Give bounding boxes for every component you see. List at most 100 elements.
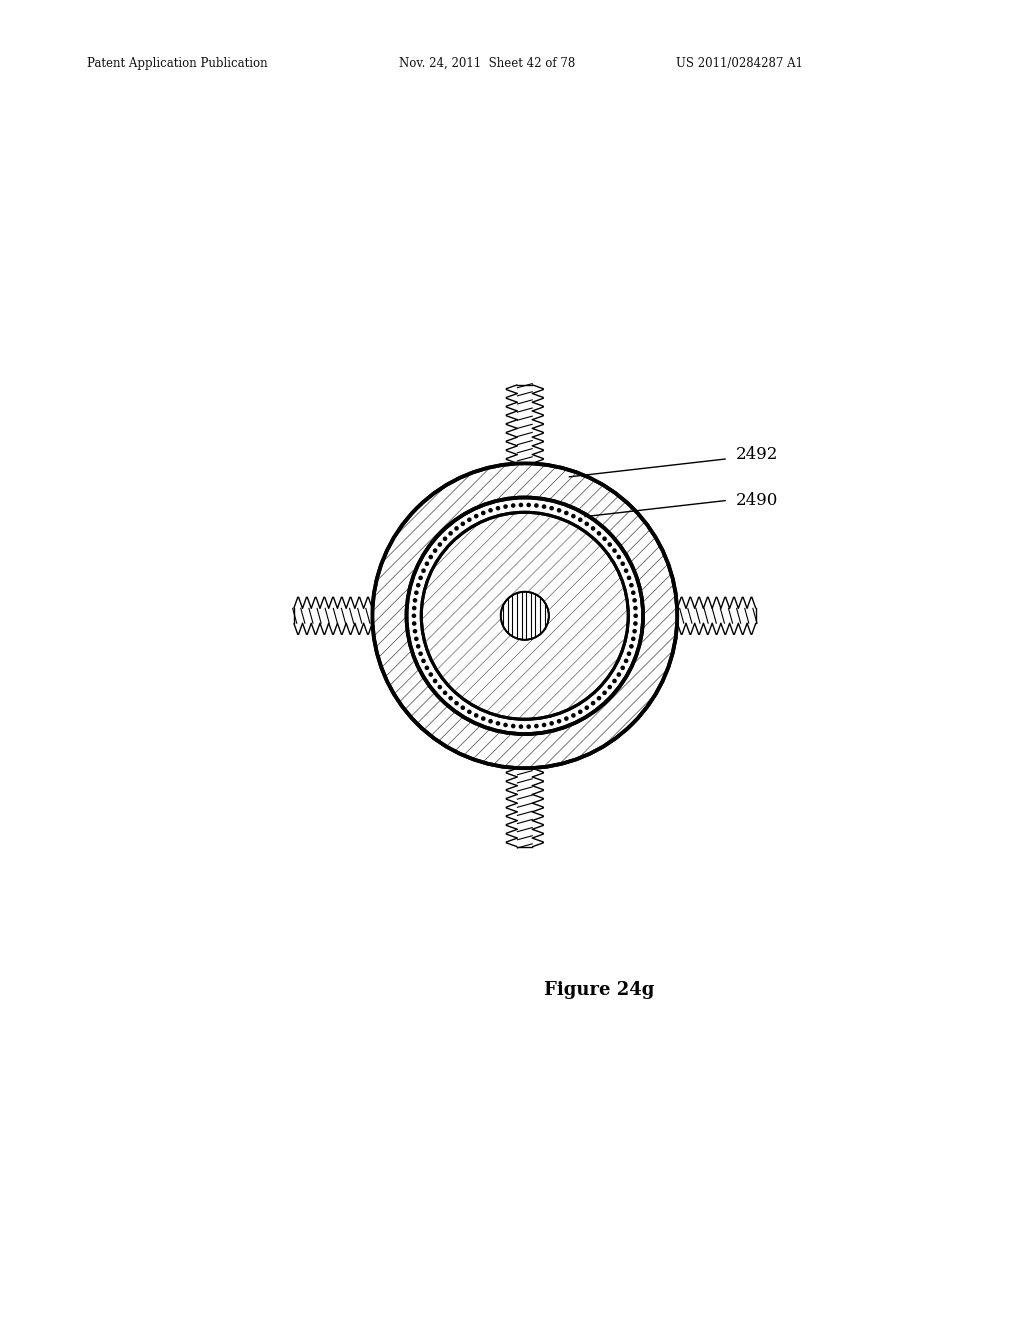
Circle shape	[597, 531, 601, 536]
Circle shape	[518, 503, 523, 507]
Text: 2492: 2492	[735, 446, 778, 462]
Polygon shape	[506, 385, 544, 463]
Circle shape	[503, 722, 508, 727]
Circle shape	[624, 659, 629, 663]
Circle shape	[501, 591, 549, 640]
Circle shape	[481, 511, 485, 515]
Circle shape	[564, 717, 568, 721]
Circle shape	[629, 583, 634, 587]
Circle shape	[421, 569, 426, 573]
Circle shape	[633, 622, 638, 626]
Circle shape	[591, 527, 595, 531]
Circle shape	[414, 636, 419, 642]
Circle shape	[578, 709, 583, 714]
Text: Figure 24g: Figure 24g	[544, 981, 654, 999]
Circle shape	[418, 576, 423, 581]
Circle shape	[488, 508, 493, 512]
Circle shape	[425, 561, 429, 566]
Circle shape	[518, 725, 523, 729]
Circle shape	[542, 722, 547, 727]
Circle shape	[557, 719, 561, 723]
Circle shape	[467, 709, 472, 714]
Circle shape	[421, 512, 629, 719]
Circle shape	[428, 554, 433, 560]
Circle shape	[557, 508, 561, 512]
Circle shape	[413, 598, 418, 603]
Circle shape	[627, 651, 632, 656]
Circle shape	[442, 536, 447, 541]
Circle shape	[488, 719, 493, 723]
Circle shape	[474, 713, 478, 718]
Circle shape	[474, 513, 478, 519]
Circle shape	[503, 504, 508, 510]
Circle shape	[412, 606, 417, 610]
Circle shape	[585, 521, 589, 527]
Circle shape	[412, 622, 417, 626]
Circle shape	[591, 701, 595, 705]
Circle shape	[461, 705, 465, 710]
Circle shape	[437, 685, 442, 689]
Circle shape	[535, 723, 539, 729]
Circle shape	[631, 636, 636, 642]
Circle shape	[616, 554, 622, 560]
Circle shape	[542, 504, 547, 510]
Circle shape	[612, 548, 616, 553]
Circle shape	[597, 696, 601, 701]
Circle shape	[416, 583, 421, 587]
Circle shape	[535, 503, 539, 508]
Circle shape	[421, 659, 426, 663]
Text: US 2011/0284287 A1: US 2011/0284287 A1	[676, 57, 803, 70]
Circle shape	[467, 517, 472, 523]
Polygon shape	[294, 598, 373, 635]
Polygon shape	[506, 768, 544, 847]
Circle shape	[571, 713, 575, 718]
Circle shape	[549, 721, 554, 726]
Circle shape	[585, 705, 589, 710]
Text: Nov. 24, 2011  Sheet 42 of 78: Nov. 24, 2011 Sheet 42 of 78	[399, 57, 575, 70]
Circle shape	[612, 678, 616, 684]
Circle shape	[634, 614, 638, 618]
Circle shape	[602, 536, 607, 541]
Circle shape	[433, 548, 437, 553]
Circle shape	[407, 498, 643, 734]
Circle shape	[632, 628, 637, 634]
Circle shape	[621, 561, 625, 566]
Circle shape	[481, 717, 485, 721]
Circle shape	[496, 721, 501, 726]
Circle shape	[578, 517, 583, 523]
Circle shape	[631, 590, 636, 595]
Circle shape	[449, 696, 453, 701]
Circle shape	[425, 665, 429, 671]
Text: 2490: 2490	[735, 492, 778, 508]
Circle shape	[607, 543, 612, 546]
Circle shape	[602, 690, 607, 696]
Circle shape	[616, 672, 622, 677]
Circle shape	[624, 569, 629, 573]
Text: Patent Application Publication: Patent Application Publication	[87, 57, 267, 70]
Circle shape	[564, 511, 568, 515]
Circle shape	[461, 521, 465, 527]
Circle shape	[455, 527, 459, 531]
Circle shape	[442, 690, 447, 696]
Circle shape	[455, 701, 459, 705]
Circle shape	[416, 644, 421, 648]
Polygon shape	[677, 598, 756, 635]
Circle shape	[627, 576, 632, 581]
Circle shape	[511, 723, 515, 729]
Circle shape	[413, 628, 418, 634]
Circle shape	[437, 543, 442, 546]
Circle shape	[632, 598, 637, 603]
Circle shape	[449, 531, 453, 536]
Circle shape	[428, 672, 433, 677]
Circle shape	[526, 725, 531, 729]
Circle shape	[621, 665, 625, 671]
Circle shape	[373, 463, 677, 768]
Circle shape	[633, 606, 638, 610]
Circle shape	[607, 685, 612, 689]
Circle shape	[526, 503, 531, 507]
Circle shape	[414, 590, 419, 595]
Circle shape	[412, 614, 416, 618]
Circle shape	[496, 506, 501, 511]
Circle shape	[549, 506, 554, 511]
Circle shape	[418, 651, 423, 656]
